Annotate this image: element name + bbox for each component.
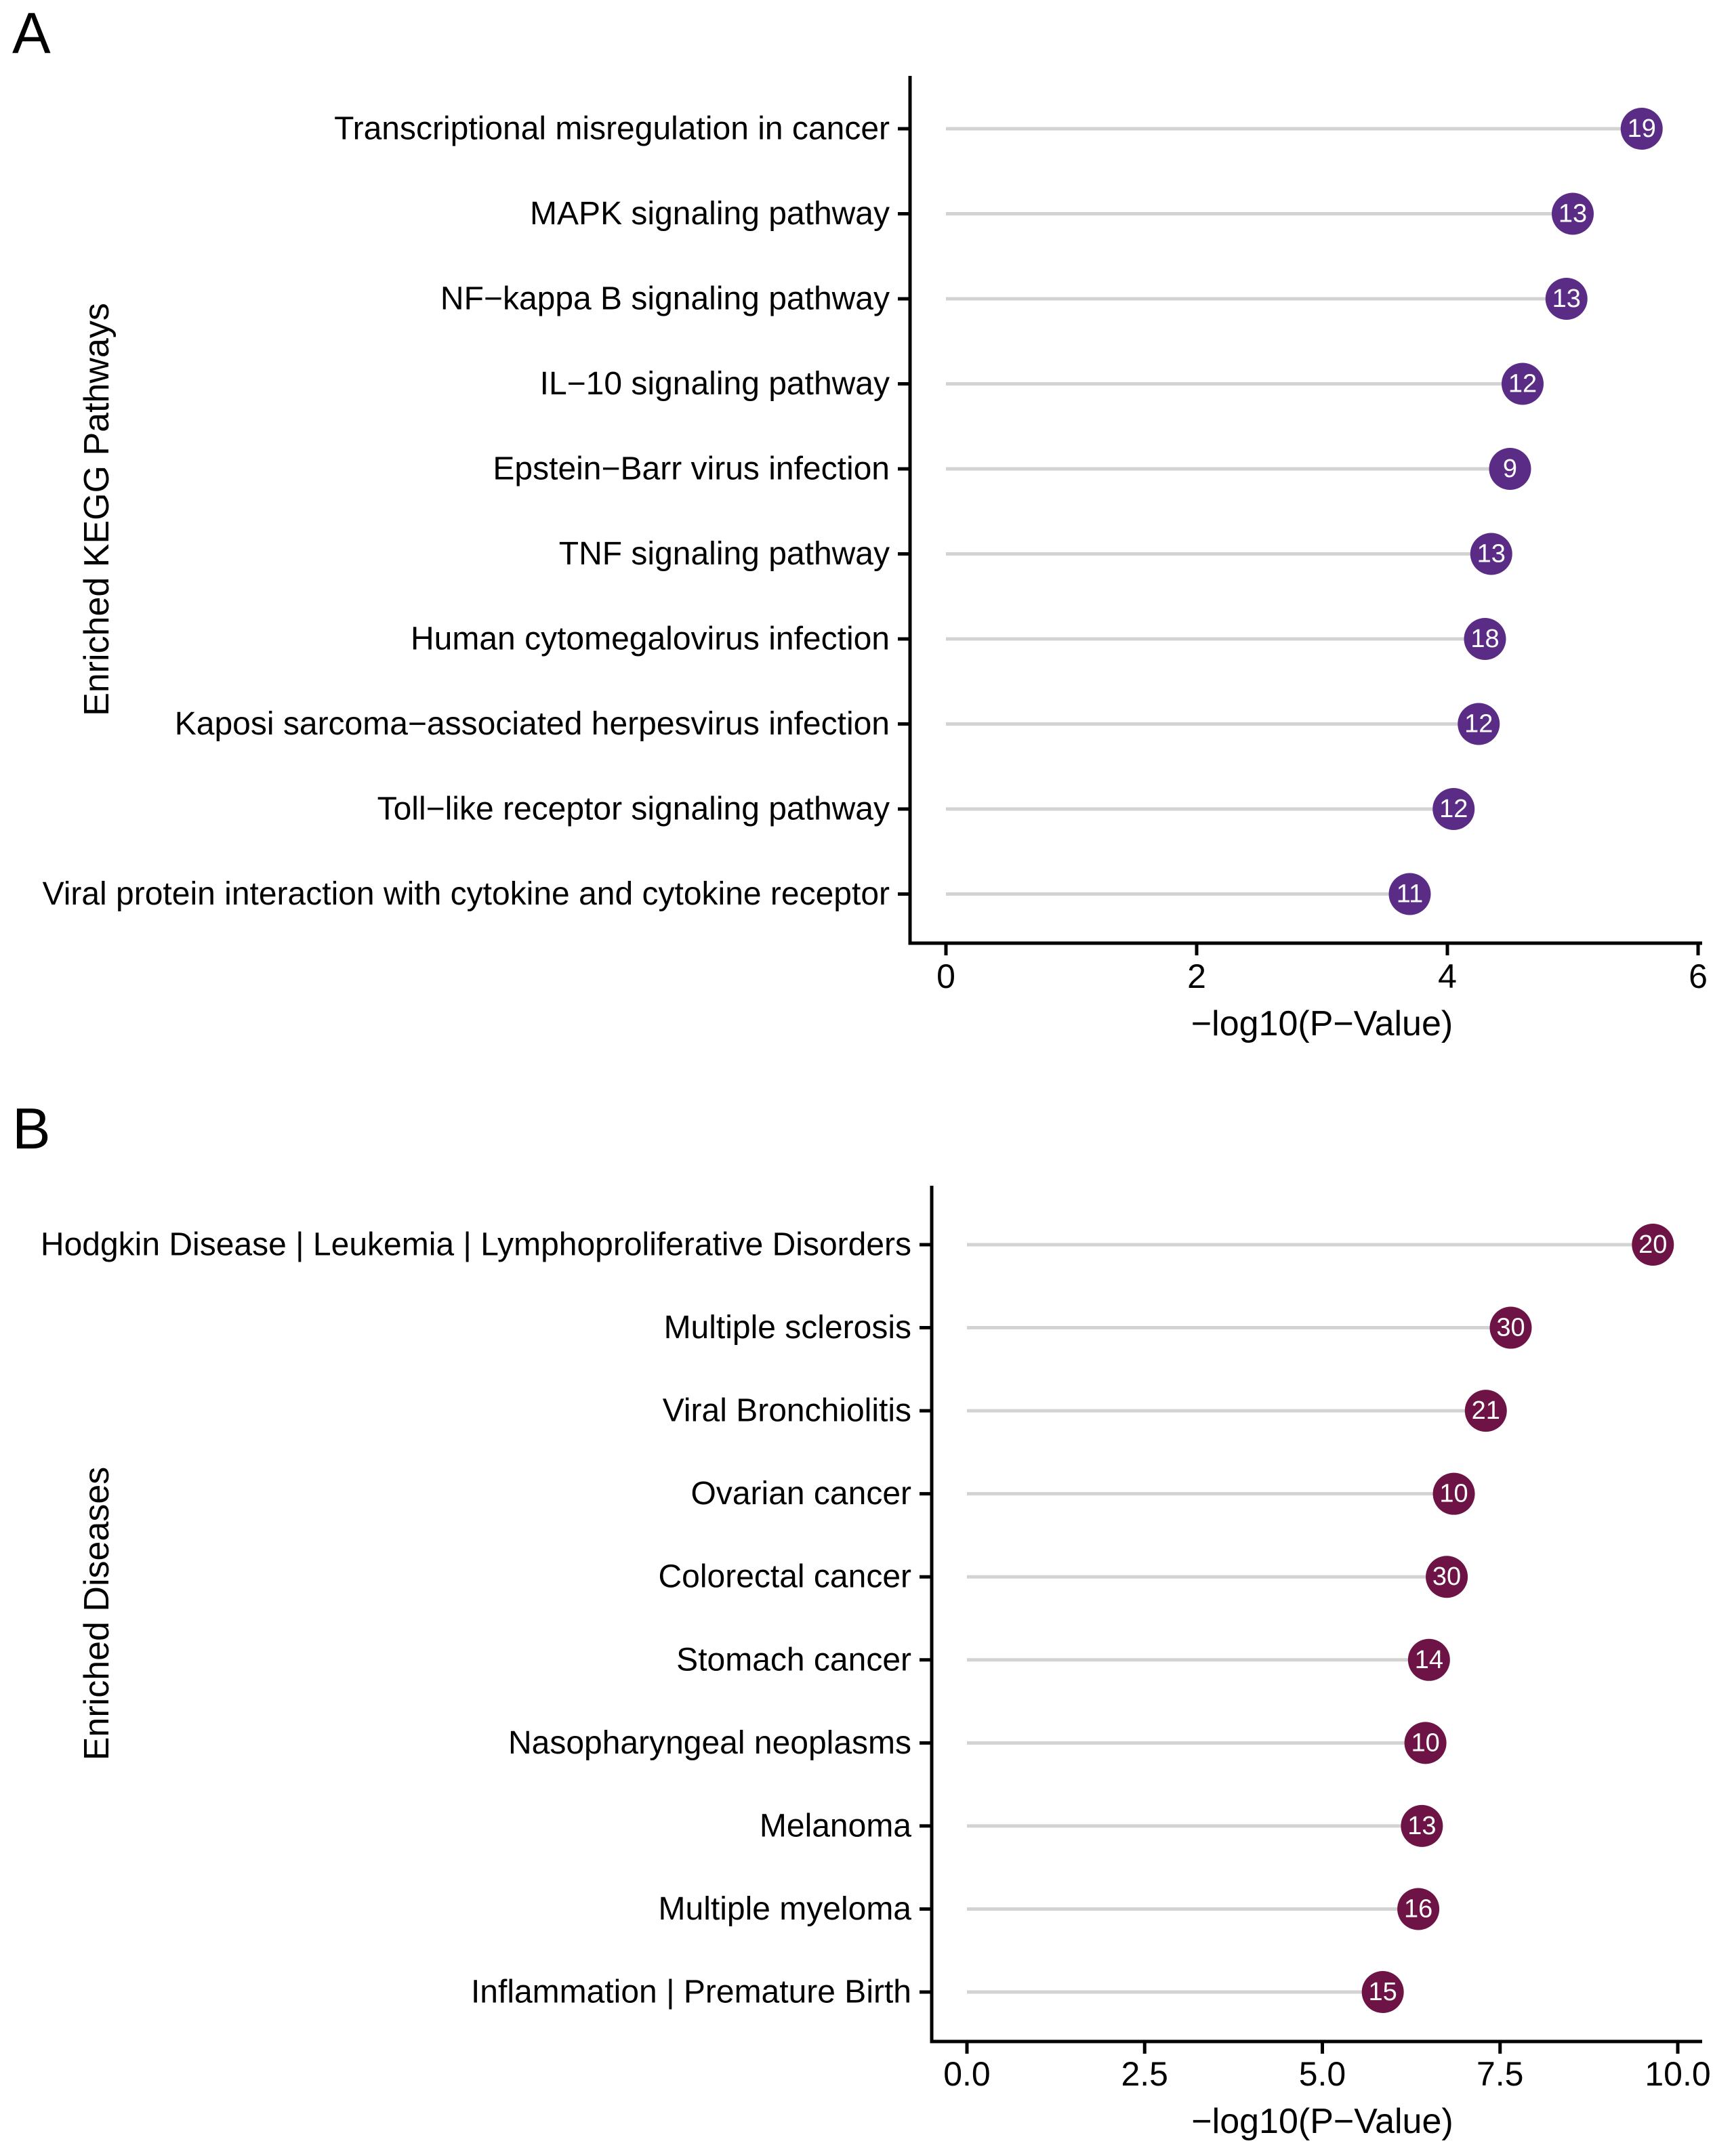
dot-count-label: 20	[1638, 1230, 1667, 1259]
dot-count-label: 12	[1508, 370, 1537, 398]
dot-count-label: 30	[1496, 1314, 1525, 1342]
category-label: Multiple sclerosis	[664, 1310, 911, 1346]
x-tick-label: 0	[936, 957, 955, 995]
dot-count-label: 21	[1472, 1396, 1500, 1425]
x-axis-title: −log10(P−Value)	[1191, 2102, 1453, 2141]
dot-marker	[1552, 192, 1594, 235]
dot-count-label: 30	[1432, 1562, 1461, 1591]
dot-marker	[1489, 1306, 1532, 1349]
dot-count-label: 18	[1470, 625, 1499, 653]
dot-count-label: 13	[1552, 285, 1581, 313]
dot-count-label: 11	[1397, 880, 1423, 909]
dot-marker	[1397, 1888, 1440, 1930]
category-label: Epstein−Barr virus infection	[493, 451, 890, 487]
x-tick-label: 10.0	[1645, 2055, 1710, 2093]
x-tick-label: 0.0	[943, 2055, 991, 2093]
x-tick-label: 7.5	[1477, 2055, 1524, 2093]
category-label: NF−kappa B signaling pathway	[440, 281, 890, 317]
category-label: Ovarian cancer	[691, 1476, 911, 1512]
category-label: Nasopharyngeal neoplasms	[508, 1725, 911, 1761]
category-label: TNF signaling pathway	[559, 536, 890, 572]
panel-letter-b: B	[12, 1097, 51, 1161]
dot-marker	[1432, 1472, 1475, 1515]
dot-marker	[1404, 1722, 1447, 1764]
category-label: Inflammation | Premature Birth	[471, 1974, 911, 2010]
x-tick-label: 2	[1187, 957, 1206, 995]
x-tick-label: 5.0	[1299, 2055, 1346, 2093]
x-tick-label: 2.5	[1121, 2055, 1168, 2093]
y-axis-title: Enriched Diseases	[77, 1467, 117, 1761]
y-axis-title: Enriched KEGG Pathways	[77, 303, 117, 716]
dot-marker	[1361, 1971, 1404, 2014]
dot-count-label: 10	[1411, 1728, 1439, 1757]
dot-count-label: 13	[1559, 200, 1587, 228]
dot-count-label: 12	[1464, 710, 1493, 739]
dot-marker	[1458, 703, 1500, 745]
category-label: MAPK signaling pathway	[530, 196, 890, 232]
category-label: Transcriptional misregulation in cancer	[334, 111, 890, 147]
category-label: Viral Bronchiolitis	[663, 1393, 911, 1429]
x-axis-title: −log10(P−Value)	[1191, 1004, 1453, 1043]
dot-count-label: 13	[1407, 1812, 1436, 1840]
dot-marker	[1401, 1804, 1443, 1847]
dot-count-label: 13	[1477, 540, 1506, 568]
category-label: Human cytomegalovirus infection	[411, 621, 890, 657]
dot-marker	[1489, 448, 1531, 490]
dot-count-label: 10	[1439, 1480, 1468, 1508]
dot-marker	[1632, 1224, 1674, 1266]
dot-marker	[1620, 108, 1663, 150]
dot-marker	[1432, 788, 1475, 830]
panel-letter-a: A	[12, 1, 51, 66]
category-label: IL−10 signaling pathway	[540, 366, 890, 402]
category-label: Multiple myeloma	[659, 1891, 912, 1927]
category-label: Kaposi sarcoma−associated herpesvirus in…	[175, 706, 890, 742]
dot-count-label: 19	[1628, 115, 1656, 143]
category-label: Melanoma	[760, 1808, 911, 1844]
dot-count-label: 12	[1439, 795, 1468, 823]
x-tick-label: 4	[1438, 957, 1457, 995]
dot-marker	[1470, 533, 1512, 575]
category-label: Toll−like receptor signaling pathway	[377, 791, 890, 827]
category-label: Hodgkin Disease | Leukemia | Lymphoproli…	[41, 1227, 911, 1263]
dot-marker	[1464, 618, 1506, 660]
dot-marker	[1426, 1556, 1468, 1598]
category-label: Viral protein interaction with cytokine …	[43, 876, 890, 912]
x-tick-label: 6	[1689, 957, 1708, 995]
dot-marker	[1407, 1638, 1450, 1681]
dot-marker	[1464, 1390, 1507, 1432]
dot-count-label: 14	[1415, 1646, 1443, 1674]
category-label: Stomach cancer	[676, 1642, 911, 1678]
dot-count-label: 16	[1404, 1894, 1432, 1923]
dot-marker	[1545, 278, 1588, 320]
dot-count-label: 9	[1503, 455, 1517, 483]
dot-marker	[1502, 362, 1544, 405]
dot-count-label: 15	[1369, 1978, 1397, 2006]
category-label: Colorectal cancer	[659, 1559, 912, 1595]
dot-marker	[1388, 873, 1431, 915]
